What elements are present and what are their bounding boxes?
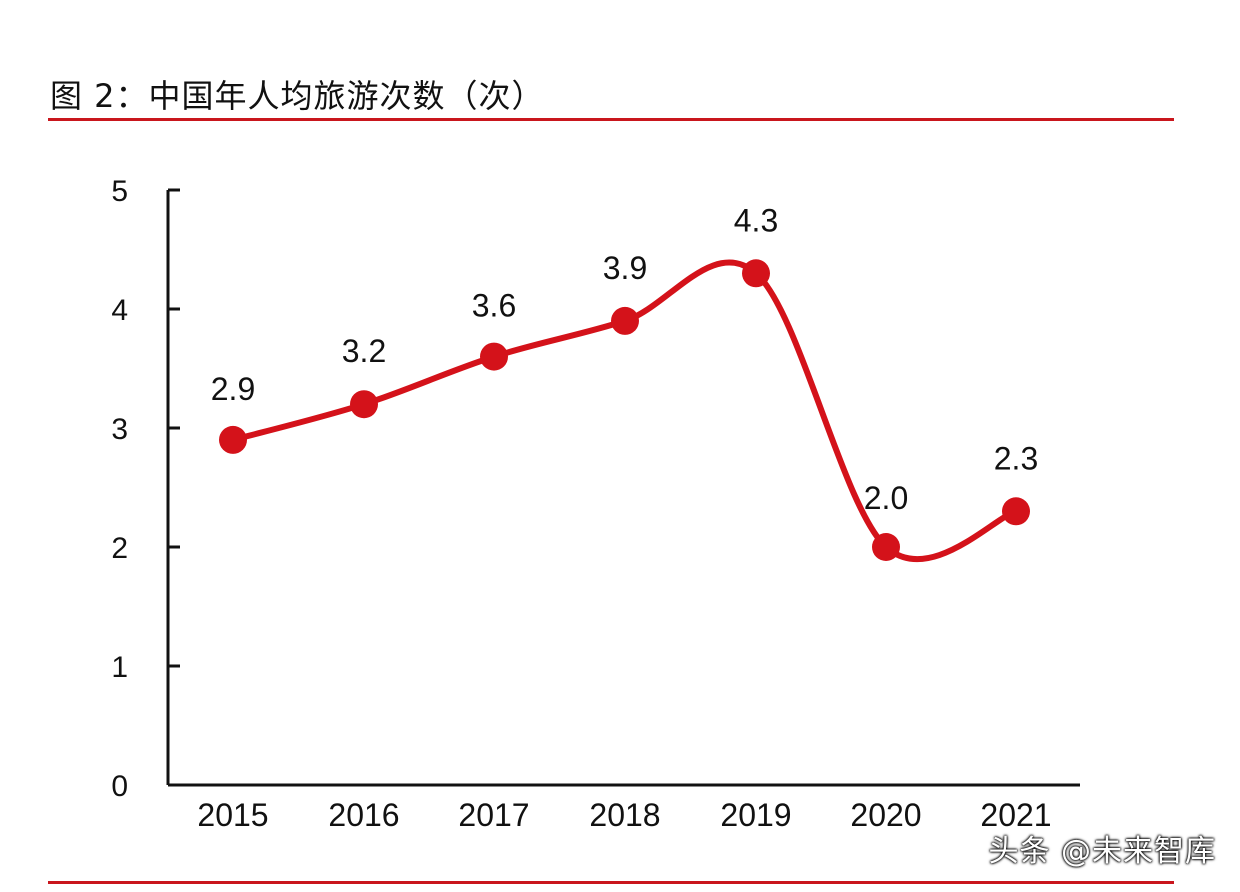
x-tick-label: 2020 [850,797,921,833]
data-label: 3.6 [472,288,516,324]
data-point [872,533,900,561]
data-point [350,390,378,419]
watermark: 头条 @未来智库 [988,834,1216,869]
x-tick-label: 2019 [720,797,791,833]
y-tick-label: 0 [111,770,128,803]
chart-series [219,259,1030,563]
data-point [480,342,508,371]
data-label: 2.3 [994,440,1038,476]
data-point [219,425,247,454]
chart-axes: 0 1 2 3 4 5 2015 2016 2017 2018 2019 2020 2021 [111,175,1080,833]
top-divider [48,118,1174,121]
bottom-divider [48,881,1174,884]
data-label: 4.3 [734,202,778,238]
chart-labels: 2.9 3.2 3.6 3.9 4.3 2.0 2.3 [211,202,1038,516]
x-tick-label: 2017 [458,797,529,833]
x-tick-label: 2016 [328,797,399,833]
y-tick-label: 4 [111,294,128,327]
data-point [742,259,770,288]
data-label: 2.9 [211,371,255,407]
x-tick-label: 2021 [980,797,1051,833]
x-tick-label: 2015 [197,797,268,833]
x-tick-label: 2018 [589,797,660,833]
y-tick-label: 5 [111,175,128,208]
data-label: 3.9 [603,250,647,286]
data-label: 2.0 [864,480,908,516]
data-label: 3.2 [342,333,386,369]
chart-title: 图 2：中国年人均旅游次数（次） [50,77,545,115]
data-point [611,306,639,335]
data-point [1002,497,1030,526]
y-tick-label: 1 [111,651,128,684]
y-tick-label: 2 [111,532,128,565]
y-tick-label: 3 [111,413,128,446]
